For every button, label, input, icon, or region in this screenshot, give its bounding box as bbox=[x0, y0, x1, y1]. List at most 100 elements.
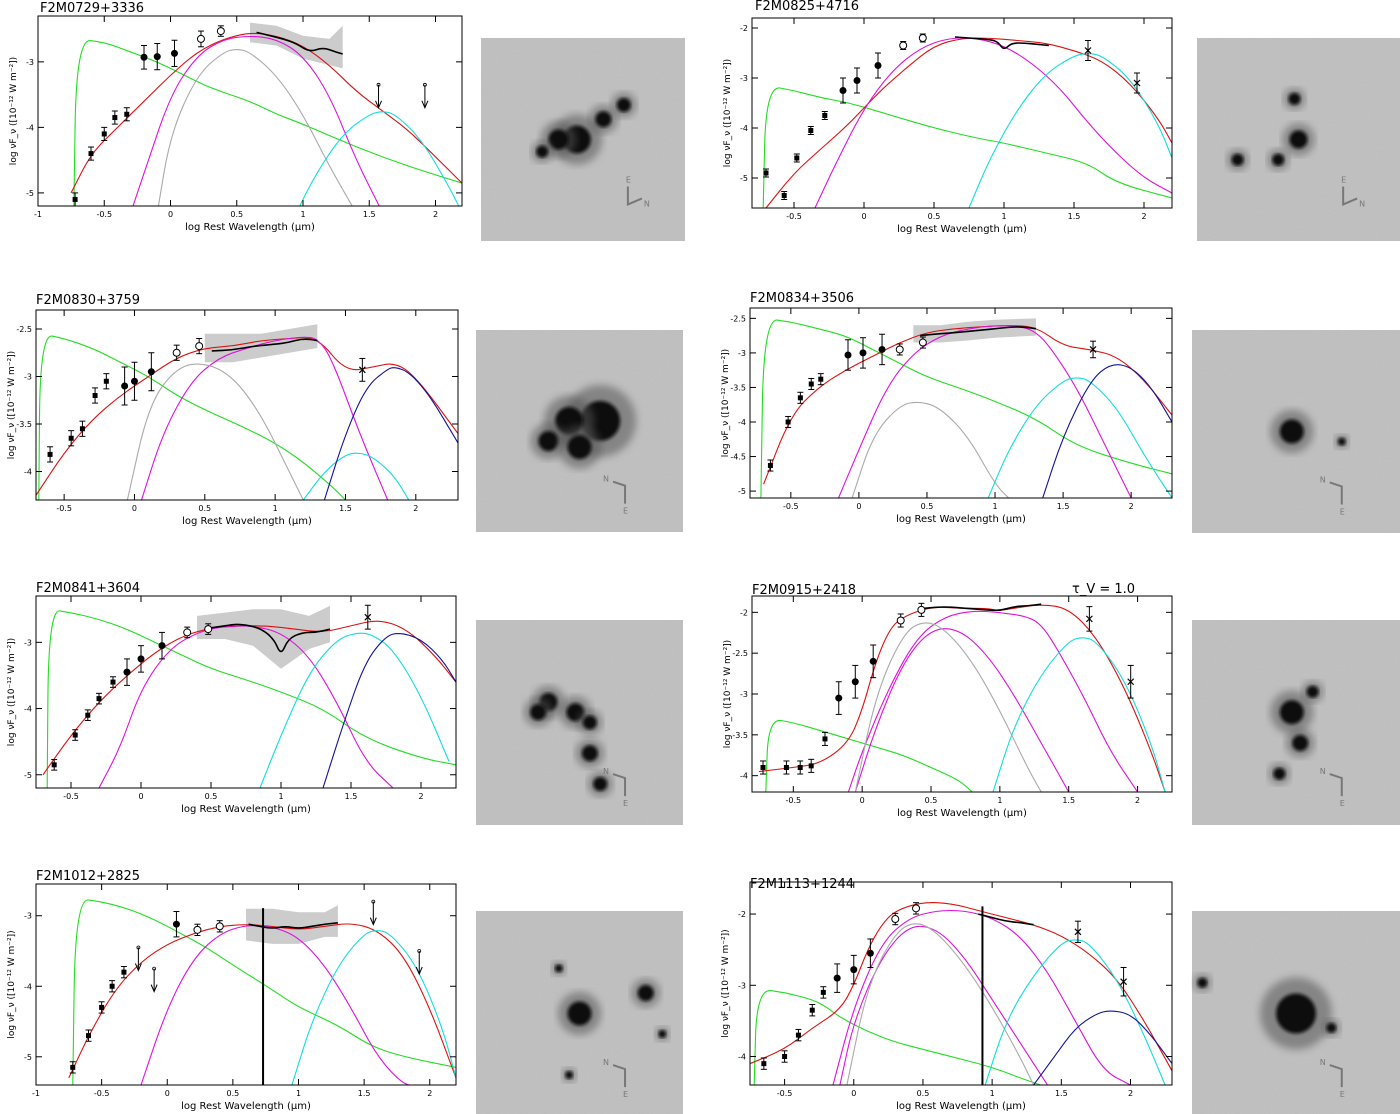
upper-limit-head bbox=[375, 100, 382, 110]
marker-dot bbox=[839, 87, 847, 94]
y-tick-label: -4.5 bbox=[730, 453, 746, 462]
marker-star bbox=[1127, 678, 1135, 686]
data-point bbox=[895, 343, 904, 356]
x-tick-label: 2 bbox=[1135, 796, 1140, 805]
upper-limit-arrow bbox=[421, 82, 429, 110]
marker-star bbox=[1089, 346, 1097, 353]
compass-label-n: N bbox=[1359, 199, 1365, 208]
galaxy-core bbox=[1279, 419, 1304, 444]
data-point bbox=[79, 420, 86, 437]
marker-square bbox=[99, 1004, 105, 1010]
data-point bbox=[851, 664, 859, 699]
y-tick-label: -3 bbox=[740, 690, 748, 699]
galaxy-image: EN bbox=[1197, 38, 1400, 241]
data-point bbox=[808, 377, 815, 391]
panel-title: F2M0825+4716 bbox=[755, 0, 859, 14]
x-tick-label: 0.5 bbox=[230, 210, 243, 219]
marker-open bbox=[204, 625, 213, 634]
series-green-line bbox=[72, 899, 456, 1085]
upper-limit-head bbox=[369, 917, 377, 926]
upper-limit-arrow bbox=[150, 966, 158, 993]
galaxy-core bbox=[1292, 735, 1309, 751]
x-tick-label: 0.5 bbox=[917, 1089, 930, 1098]
data-point bbox=[878, 333, 886, 366]
series-blue-line bbox=[323, 367, 458, 500]
plot-frame bbox=[35, 309, 459, 501]
sed-panel: F2M0841+3604 -0.5 0 0.5 1 1.5 2 -5 -4 -3 log Rest … bbox=[7, 581, 457, 815]
spectrum-uncertainty-band bbox=[250, 22, 343, 69]
marker-dot bbox=[833, 974, 841, 982]
series-red-line bbox=[70, 32, 462, 194]
galaxy-core bbox=[1306, 685, 1319, 698]
y-tick-label: -4 bbox=[738, 1053, 746, 1062]
data-point bbox=[109, 980, 116, 993]
data-point bbox=[196, 30, 205, 48]
x-tick-label: 0 bbox=[168, 210, 173, 219]
galaxy-core bbox=[567, 435, 592, 460]
marker-open bbox=[195, 342, 204, 351]
marker-square bbox=[112, 115, 118, 121]
marker-open bbox=[918, 338, 927, 347]
marker-dot bbox=[851, 678, 859, 686]
compass-arrows bbox=[1329, 481, 1343, 505]
data-point bbox=[215, 920, 224, 933]
data-point bbox=[110, 676, 116, 688]
marker-square bbox=[101, 131, 107, 137]
series-spectrum-line bbox=[924, 603, 1042, 612]
plot-frame bbox=[37, 15, 463, 207]
series-magenta-line bbox=[140, 924, 417, 1085]
x-tick-label: 1.5 bbox=[363, 210, 376, 219]
galaxy-core bbox=[581, 745, 598, 762]
data-point bbox=[68, 430, 75, 447]
marker-dot bbox=[170, 49, 178, 57]
series-red-line bbox=[750, 902, 1172, 1072]
data-point bbox=[92, 387, 99, 404]
x-tick-label: 0 bbox=[132, 504, 137, 513]
data-point bbox=[1133, 72, 1141, 94]
upper-limit-head bbox=[134, 963, 142, 972]
y-tick-label: -4 bbox=[24, 982, 32, 991]
marker-open bbox=[899, 41, 908, 50]
plot-area bbox=[760, 318, 1172, 498]
marker-dot bbox=[172, 920, 180, 928]
series-cyan-line bbox=[302, 452, 410, 500]
marker-open bbox=[216, 27, 225, 36]
data-point bbox=[158, 631, 166, 660]
marker-square bbox=[72, 196, 78, 202]
data-point bbox=[820, 986, 827, 999]
y-tick-label: -2 bbox=[738, 910, 746, 919]
plot-area bbox=[750, 902, 1172, 1085]
x-axis-label: log Rest Wavelength (μm) bbox=[181, 1101, 311, 1112]
marker-dot bbox=[140, 53, 148, 61]
marker-square bbox=[797, 395, 803, 401]
marker-square bbox=[109, 983, 115, 989]
compass-label-e: E bbox=[623, 1090, 628, 1099]
panel-title: F2M0729+3336 bbox=[40, 1, 144, 16]
marker-square bbox=[124, 111, 130, 117]
x-tick-label: 0 bbox=[138, 792, 143, 801]
data-point bbox=[896, 613, 905, 628]
series-cyan-line bbox=[987, 377, 1172, 498]
data-point bbox=[797, 391, 804, 404]
galaxy-core bbox=[616, 97, 631, 112]
marker-square bbox=[767, 463, 773, 469]
data-point bbox=[1085, 606, 1093, 632]
data-point bbox=[891, 912, 900, 926]
y-tick-label: -2.5 bbox=[732, 649, 748, 658]
galaxy-core bbox=[1276, 993, 1316, 1034]
galaxy-core bbox=[548, 129, 569, 150]
x-tick-label: 0.5 bbox=[921, 502, 934, 511]
galaxy-core bbox=[530, 704, 547, 721]
data-point bbox=[1074, 920, 1082, 944]
galaxy-image: EN bbox=[481, 38, 685, 241]
data-point bbox=[140, 44, 148, 70]
x-tick-label: 1 bbox=[296, 1089, 301, 1098]
compass-arrows bbox=[1342, 186, 1358, 206]
data-point bbox=[172, 344, 181, 361]
data-point bbox=[130, 361, 138, 401]
series-red-line bbox=[36, 337, 458, 496]
marker-square bbox=[72, 732, 78, 738]
series-magenta-line bbox=[832, 909, 1131, 1085]
plot-frame bbox=[751, 17, 1173, 209]
galaxy-core bbox=[1326, 1022, 1337, 1033]
